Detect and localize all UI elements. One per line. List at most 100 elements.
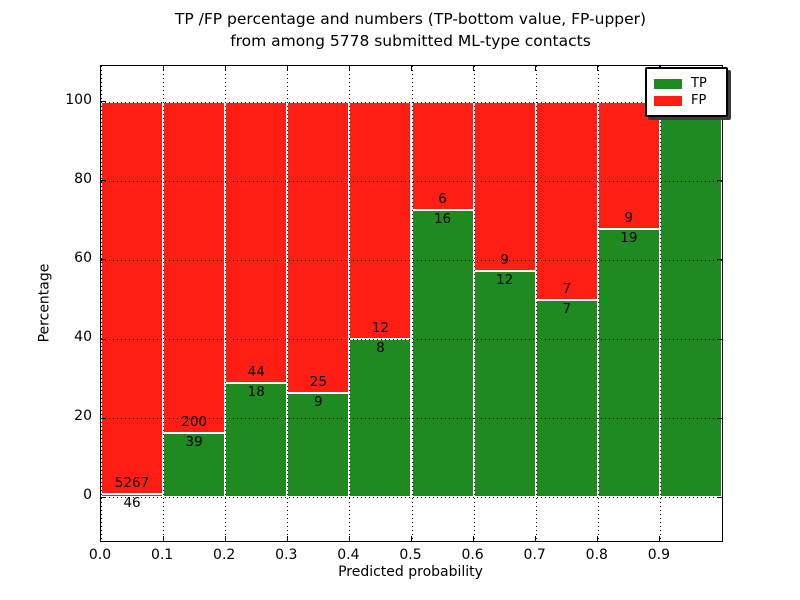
tp-color-swatch <box>654 78 682 89</box>
bar-segment-fp <box>473 101 536 272</box>
chart-title: TP /FP percentage and numbers (TP-bottom… <box>100 8 721 52</box>
legend-label-tp: TP <box>691 76 707 91</box>
chart-title-line1: TP /FP percentage and numbers (TP-bottom… <box>174 10 647 28</box>
x-gridline <box>535 66 537 541</box>
x-tick-mark <box>286 536 288 541</box>
x-tick-mark <box>224 536 226 541</box>
y-axis-label-wrap: Percentage <box>33 65 55 540</box>
fp-count-label: 5267 <box>114 475 150 492</box>
y-tick-mark <box>717 496 722 498</box>
x-tick-label: 0.4 <box>337 547 360 563</box>
fp-count-label: 200 <box>181 413 208 430</box>
x-tick-mark <box>224 66 226 71</box>
x-tick-mark <box>162 536 164 541</box>
legend-label-fp: FP <box>691 93 707 108</box>
y-tick-mark <box>101 180 106 182</box>
x-gridline <box>163 66 165 541</box>
tp-count-label: 8 <box>376 340 385 357</box>
x-gridline <box>597 66 599 541</box>
x-tick-mark <box>162 66 164 71</box>
fp-count-label: 44 <box>247 363 265 380</box>
x-tick-mark <box>348 66 350 71</box>
y-tick-label: 0 <box>83 487 92 504</box>
bar-segment-fp <box>163 101 226 433</box>
bar-segment-tp <box>659 101 722 498</box>
x-tick-mark <box>473 536 475 541</box>
y-tick-mark <box>717 417 722 419</box>
bar-segment-fp <box>225 101 288 383</box>
y-gridline <box>101 497 722 499</box>
bar-segment-tp <box>597 228 660 498</box>
tp-count-label: 7 <box>562 300 572 317</box>
x-tick-label: 0.6 <box>461 547 484 563</box>
x-gridline <box>225 66 227 541</box>
tp-count-label: 16 <box>433 210 452 227</box>
fp-count-label: 7 <box>562 280 572 297</box>
x-tick-label: 0.1 <box>150 547 174 563</box>
tp-count-label: 9 <box>314 393 323 410</box>
x-tick-mark <box>286 66 288 71</box>
bar-segment-fp <box>535 101 598 300</box>
fp-count-label: 25 <box>309 373 327 390</box>
x-tick-label: 0.0 <box>88 547 112 563</box>
bar-segment-fp <box>411 101 474 210</box>
x-tick-mark <box>411 66 412 71</box>
x-tick-mark <box>348 536 350 541</box>
tp-count-label: 39 <box>185 433 203 450</box>
y-tick-mark <box>717 180 722 182</box>
y-tick-label: 60 <box>74 249 92 266</box>
x-tick-label: 0.8 <box>585 547 608 563</box>
x-tick-label: 0.9 <box>647 547 671 563</box>
chart-title-line2: from among 5778 submitted ML-type contac… <box>230 32 591 50</box>
x-tick-mark <box>535 66 537 71</box>
y-tick-label: 40 <box>74 329 92 346</box>
x-tick-label: 0.5 <box>399 547 422 563</box>
y-tick-mark <box>717 259 722 261</box>
tp-count-label: 18 <box>247 383 265 400</box>
x-gridline <box>287 66 289 541</box>
y-tick-mark <box>101 417 106 419</box>
legend-item-tp: TP <box>654 76 720 91</box>
fp-count-label: 9 <box>624 209 634 226</box>
bar-segment-fp <box>287 101 350 393</box>
x-tick-label: 0.2 <box>213 547 236 563</box>
y-gridline <box>101 180 722 182</box>
bar-segment-fp <box>101 101 164 495</box>
bar-segment-tp <box>411 209 474 498</box>
y-tick-mark <box>101 338 106 340</box>
x-gridline <box>659 66 661 541</box>
x-tick-label: 0.7 <box>523 547 546 563</box>
y-tick-mark <box>101 259 106 261</box>
y-tick-label: 80 <box>74 170 92 187</box>
fp-count-label: 6 <box>438 190 447 207</box>
bar-segment-tp <box>225 382 288 498</box>
tp-count-label: 12 <box>496 272 514 289</box>
y-tick-mark <box>101 101 106 103</box>
x-gridline <box>101 66 102 541</box>
tp-count-label: 46 <box>123 495 141 512</box>
x-tick-label: 0.3 <box>275 547 298 563</box>
bar-segment-tp <box>473 271 536 498</box>
y-gridline <box>101 339 722 341</box>
y-tick-mark <box>101 496 106 498</box>
x-gridline <box>473 66 475 541</box>
x-gridline <box>411 66 413 541</box>
tp-count-label: 19 <box>620 229 638 246</box>
x-tick-mark <box>597 66 599 71</box>
x-axis-label: Predicted probability <box>338 564 483 580</box>
bar-segment-fp <box>349 101 412 340</box>
x-tick-mark <box>659 536 661 541</box>
x-tick-mark <box>473 66 475 71</box>
bar-segment-tp <box>535 299 598 498</box>
bar-segment-tp <box>163 432 226 498</box>
y-tick-mark <box>717 338 722 340</box>
y-gridline <box>101 418 722 420</box>
x-tick-mark <box>535 536 537 541</box>
y-gridline <box>101 259 722 261</box>
fp-count-label: 9 <box>500 252 509 269</box>
y-gridline <box>101 101 722 103</box>
y-tick-label: 20 <box>74 408 92 425</box>
legend-item-fp: FP <box>654 93 720 108</box>
legend: TP FP <box>645 67 728 117</box>
